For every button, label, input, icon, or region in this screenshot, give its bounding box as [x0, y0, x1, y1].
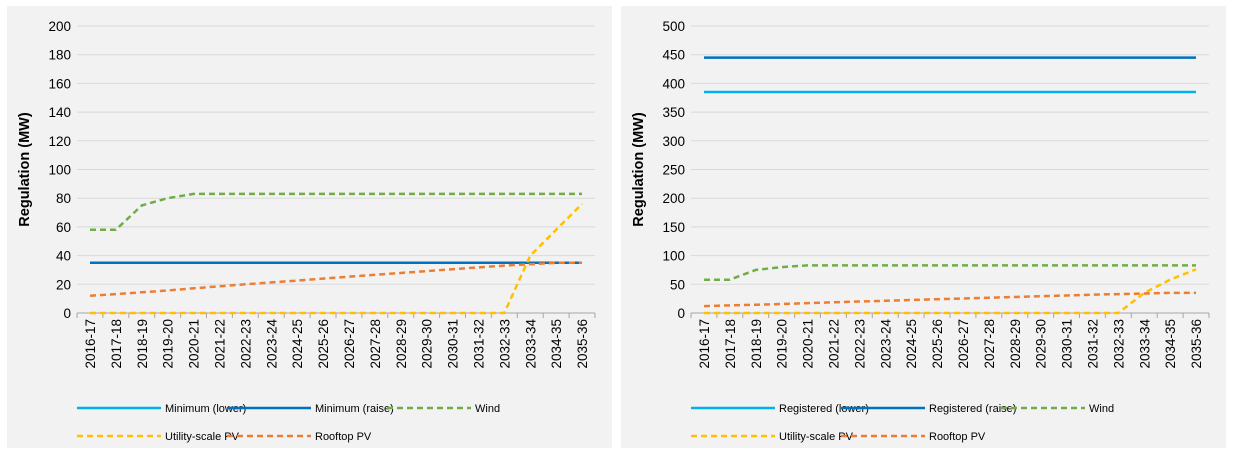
y-tick-label: 40: [56, 249, 71, 264]
x-tick-label: 2022-23: [852, 319, 867, 369]
x-tick-label: 2035-36: [575, 319, 590, 369]
series-line-utility-scale-pv: [704, 268, 1197, 315]
y-tick-label: 350: [662, 105, 685, 120]
regulation-chart-registered: 0 50 100 150 200 250 300 350 400 450 500 2016-17 201…: [631, 19, 1210, 443]
y-tick-label: 300: [662, 134, 685, 149]
y-axis-label: Regulation (MW): [631, 112, 647, 227]
x-tick-label: 2020-21: [801, 319, 816, 369]
x-tick-label: 2028-29: [394, 319, 409, 369]
x-tick-label: 2021-22: [826, 319, 841, 369]
series-line-wind: [704, 264, 1196, 281]
x-tick-label: 2016-17: [83, 319, 98, 369]
series-line-utility-scale-pv: [90, 203, 583, 315]
x-tick-label: 2020-21: [187, 319, 202, 369]
x-tick-label: 2030-31: [446, 319, 461, 369]
y-tick-label: 20: [56, 277, 71, 292]
x-tick-label: 2016-17: [697, 319, 712, 369]
regulation-chart-minimum: 0 20 40 60 80 100 120 140 160 180 200 2016-17 2017-1…: [17, 19, 596, 443]
x-tick-label: 2031-32: [471, 319, 486, 369]
y-tick-label: 450: [662, 48, 685, 63]
legend-label-registered-raise: Registered (raise): [929, 403, 1016, 415]
y-tick-label: 100: [662, 249, 685, 264]
x-tick-label: 2026-27: [342, 319, 357, 369]
x-tick-label: 2022-23: [238, 319, 253, 369]
x-tick-label: 2027-28: [368, 319, 383, 369]
x-tick-label: 2019-20: [775, 319, 790, 369]
x-tick-label: 2034-35: [1163, 319, 1178, 369]
y-tick-label: 200: [662, 191, 685, 206]
legend-label-wind: Wind: [475, 403, 500, 415]
x-tick-label: 2017-18: [109, 319, 124, 369]
legend-label-minimum-lower: Minimum (lower): [165, 403, 246, 415]
x-tick-label: 2025-26: [930, 319, 945, 369]
series-line-wind: [90, 192, 582, 232]
y-tick-label: 200: [48, 19, 71, 34]
y-tick-label: 80: [56, 191, 71, 206]
legend-label-minimum-raise: Minimum (raise): [315, 403, 394, 415]
y-tick-label: 100: [48, 163, 71, 178]
x-tick-label: 2033-34: [1137, 319, 1152, 369]
x-tick-label: 2021-22: [212, 319, 227, 369]
legend-label-rooftop-pv: Rooftop PV: [929, 431, 986, 443]
series-line-rooftop-pv: [89, 261, 582, 298]
chart-panel-left: 0 20 40 60 80 100 120 140 160 180 200 2016-17 2017-1…: [7, 6, 612, 448]
y-tick-label: 50: [670, 277, 685, 292]
x-tick-label: 2034-35: [549, 319, 564, 369]
y-tick-label: 150: [662, 220, 685, 235]
y-tick-label: 180: [48, 48, 71, 63]
x-tick-label: 2029-30: [1034, 319, 1049, 369]
x-tick-label: 2024-25: [904, 319, 919, 369]
y-tick-label: 500: [662, 19, 685, 34]
legend-label-rooftop-pv: Rooftop PV: [315, 431, 372, 443]
x-tick-label: 2025-26: [316, 319, 331, 369]
y-tick-label: 250: [662, 163, 685, 178]
x-tick-label: 2023-24: [878, 319, 893, 369]
y-tick-label: 140: [48, 105, 71, 120]
x-tick-label: 2029-30: [420, 319, 435, 369]
legend-label-registered-lower: Registered (lower): [779, 403, 869, 415]
x-tick-label: 2023-24: [264, 319, 279, 369]
x-tick-label: 2019-20: [161, 319, 176, 369]
y-axis-label: Regulation (MW): [17, 112, 33, 227]
series-line-rooftop-pv: [703, 291, 1196, 308]
x-tick-label: 2033-34: [523, 319, 538, 369]
y-tick-label: 0: [63, 306, 71, 321]
legend-label-utility-scale-pv: Utility-scale PV: [165, 431, 240, 443]
legend-label-utility-scale-pv: Utility-scale PV: [779, 431, 854, 443]
x-tick-label: 2035-36: [1189, 319, 1204, 369]
y-tick-label: 120: [48, 134, 71, 149]
y-tick-label: 60: [56, 220, 71, 235]
y-tick-label: 400: [662, 76, 685, 91]
x-tick-label: 2030-31: [1060, 319, 1075, 369]
y-tick-label: 0: [677, 306, 685, 321]
legend-label-wind: Wind: [1089, 403, 1114, 415]
x-tick-label: 2031-32: [1085, 319, 1100, 369]
x-tick-label: 2032-33: [497, 319, 512, 369]
x-tick-label: 2018-19: [749, 319, 764, 369]
x-tick-label: 2018-19: [135, 319, 150, 369]
x-tick-label: 2017-18: [723, 319, 738, 369]
x-tick-label: 2026-27: [956, 319, 971, 369]
chart-panel-right: 0 50 100 150 200 250 300 350 400 450 500 2016-17 201…: [621, 6, 1226, 448]
x-tick-label: 2032-33: [1111, 319, 1126, 369]
x-tick-label: 2024-25: [290, 319, 305, 369]
x-tick-label: 2028-29: [1008, 319, 1023, 369]
y-tick-label: 160: [48, 76, 71, 91]
x-tick-label: 2027-28: [982, 319, 997, 369]
